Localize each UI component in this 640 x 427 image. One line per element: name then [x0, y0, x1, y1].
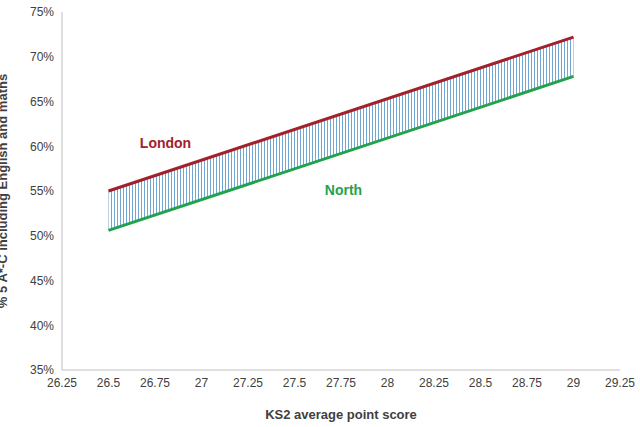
svg-text:% 5 A*-C including English and: % 5 A*-C including English and maths — [8, 74, 10, 308]
svg-text:28.75: 28.75 — [512, 376, 542, 390]
svg-text:26.75: 26.75 — [140, 376, 170, 390]
svg-text:27: 27 — [195, 376, 209, 390]
svg-text:27.75: 27.75 — [326, 376, 356, 390]
svg-text:45%: 45% — [30, 274, 54, 288]
svg-text:London: London — [140, 135, 191, 151]
svg-text:35%: 35% — [30, 363, 54, 377]
svg-text:28.5: 28.5 — [469, 376, 493, 390]
svg-text:60%: 60% — [30, 140, 54, 154]
svg-text:North: North — [325, 182, 362, 198]
svg-text:28: 28 — [381, 376, 395, 390]
svg-text:KS2 average point score: KS2 average point score — [265, 407, 417, 422]
svg-text:27.5: 27.5 — [283, 376, 307, 390]
svg-text:75%: 75% — [30, 5, 54, 19]
svg-text:27.25: 27.25 — [233, 376, 263, 390]
svg-text:55%: 55% — [30, 184, 54, 198]
svg-text:50%: 50% — [30, 229, 54, 243]
svg-text:70%: 70% — [30, 50, 54, 64]
svg-text:65%: 65% — [30, 95, 54, 109]
svg-text:29.25: 29.25 — [605, 376, 632, 390]
svg-text:29: 29 — [567, 376, 581, 390]
svg-text:26.25: 26.25 — [47, 376, 77, 390]
svg-text:28.25: 28.25 — [419, 376, 449, 390]
svg-text:26.5: 26.5 — [97, 376, 121, 390]
svg-text:40%: 40% — [30, 319, 54, 333]
